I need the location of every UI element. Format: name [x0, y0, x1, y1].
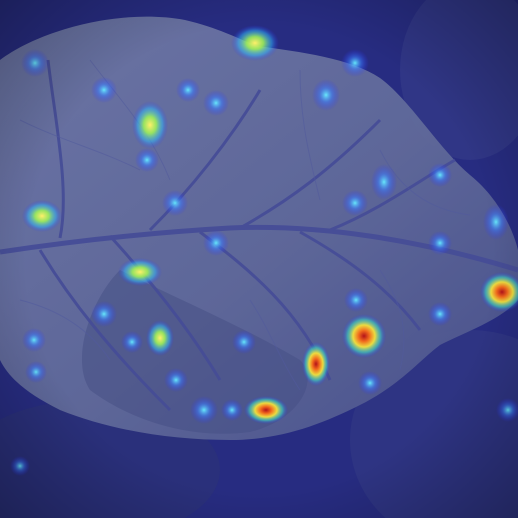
leaf-heatmap-svg [0, 0, 518, 518]
vignette [0, 0, 518, 518]
leaf-heatmap-image [0, 0, 518, 518]
